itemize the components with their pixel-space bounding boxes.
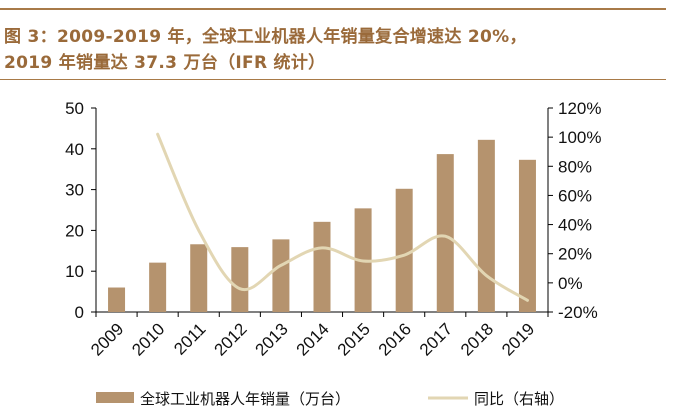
legend-bar-label: 全球工业机器人年销量（万台） — [140, 390, 350, 408]
left-axis-tick-label: 50 — [65, 99, 84, 118]
bar-2017 — [436, 154, 454, 312]
right-axis-tick-label: -20% — [558, 303, 598, 322]
x-axis-tick-label: 2016 — [375, 319, 415, 359]
left-axis-tick-label: 20 — [65, 221, 84, 240]
x-axis-tick-label: 2012 — [210, 319, 250, 359]
x-axis-tick-label: 2018 — [457, 319, 497, 359]
right-axis-tick-label: 100% — [558, 128, 601, 147]
bar-2013 — [272, 239, 290, 312]
bar-2018 — [477, 139, 495, 312]
figure-title-line-1: 图 3：2009-2019 年，全球工业机器人年销量复合增速达 20%， — [4, 27, 527, 47]
bar-2016 — [395, 188, 413, 312]
right-axis-tick-label: 0% — [558, 274, 583, 293]
right-axis-tick-label: 40% — [558, 216, 592, 235]
x-axis-tick-label: 2019 — [498, 319, 538, 359]
right-axis-tick-label: 120% — [558, 99, 601, 118]
left-axis-tick-label: 0 — [75, 303, 84, 322]
right-axis-tick-label: 60% — [558, 186, 592, 205]
x-axis-tick-label: 2009 — [87, 319, 127, 359]
yoy-growth-line — [156, 132, 529, 302]
x-axis-tick-label: 2017 — [416, 319, 456, 359]
legend-line-label: 同比（右轴） — [474, 390, 564, 408]
title-top-rule — [0, 8, 666, 10]
title-bottom-rule — [0, 79, 666, 80]
bar-2014 — [313, 221, 331, 312]
x-axis-tick-label: 2014 — [293, 319, 333, 359]
figure-title-line-2: 2019 年销量达 37.3 万台（IFR 统计） — [4, 53, 326, 73]
left-axis-tick-label: 40 — [65, 140, 84, 159]
left-axis-tick-label: 30 — [65, 181, 84, 200]
right-axis-tick-label: 80% — [558, 157, 592, 176]
x-axis-tick-label: 2010 — [128, 319, 168, 359]
x-axis-tick-label: 2011 — [170, 319, 209, 358]
bar-2012 — [231, 247, 249, 312]
bar-2019 — [518, 159, 536, 312]
bar-2011 — [190, 244, 208, 312]
right-axis-tick-label: 20% — [558, 245, 592, 264]
left-axis-tick-label: 10 — [65, 262, 84, 281]
bar-2009 — [108, 287, 126, 312]
x-axis-tick-label: 2015 — [334, 319, 374, 359]
legend-bar-swatch — [96, 392, 134, 403]
bar-2010 — [149, 262, 167, 312]
x-axis-tick-label: 2013 — [252, 319, 292, 359]
